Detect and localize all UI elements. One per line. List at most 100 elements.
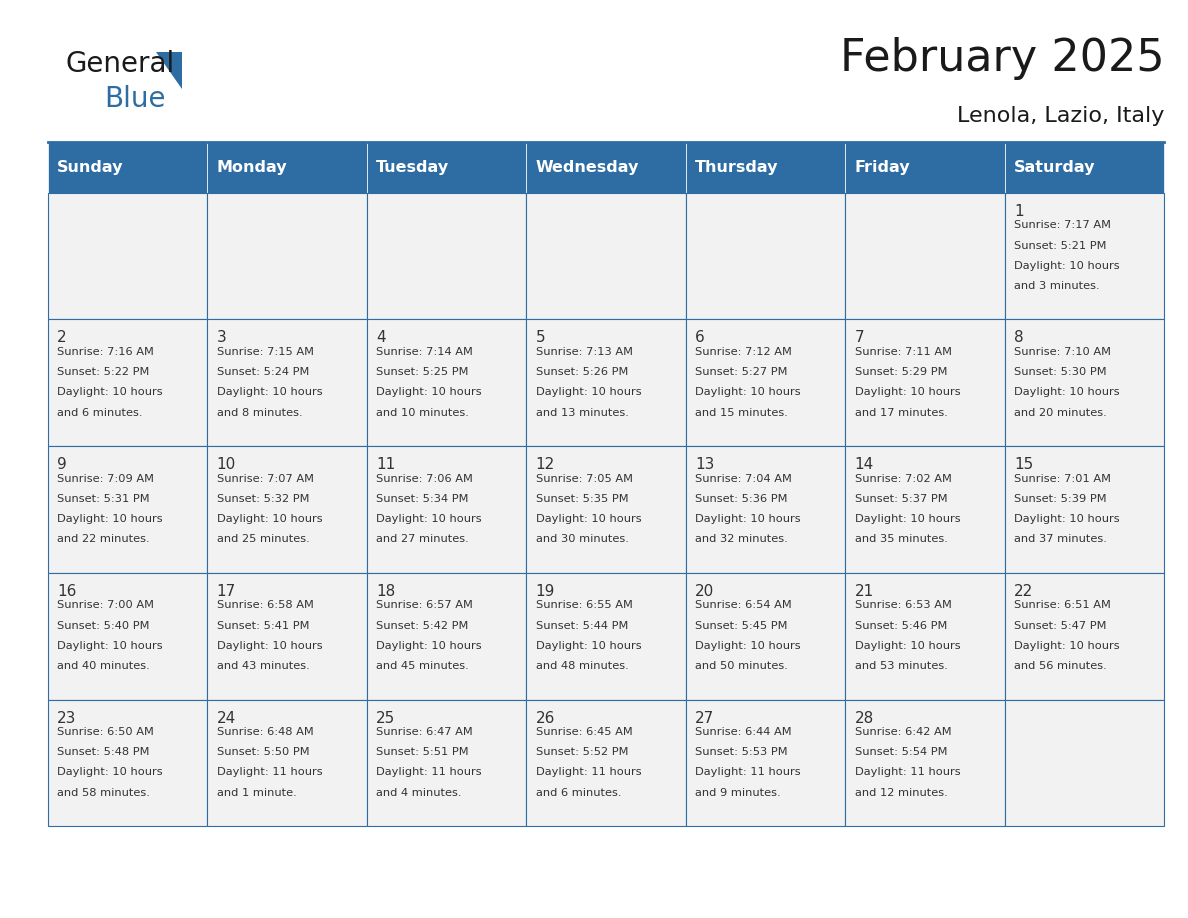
Text: and 27 minutes.: and 27 minutes. xyxy=(377,534,469,544)
Bar xyxy=(207,142,367,193)
Bar xyxy=(367,142,526,193)
Text: Sunset: 5:31 PM: Sunset: 5:31 PM xyxy=(57,494,150,504)
Text: 20: 20 xyxy=(695,584,714,599)
Text: Daylight: 11 hours: Daylight: 11 hours xyxy=(536,767,642,778)
Bar xyxy=(845,193,1005,319)
Text: Sunset: 5:54 PM: Sunset: 5:54 PM xyxy=(854,747,947,757)
Text: Sunrise: 7:10 AM: Sunrise: 7:10 AM xyxy=(1015,347,1111,357)
Text: Daylight: 10 hours: Daylight: 10 hours xyxy=(854,514,960,524)
Text: Daylight: 10 hours: Daylight: 10 hours xyxy=(216,387,322,397)
Text: Sunrise: 7:13 AM: Sunrise: 7:13 AM xyxy=(536,347,633,357)
Text: Sunset: 5:48 PM: Sunset: 5:48 PM xyxy=(57,747,150,757)
Text: 24: 24 xyxy=(216,711,235,725)
Bar xyxy=(207,573,367,700)
Text: Sunrise: 6:54 AM: Sunrise: 6:54 AM xyxy=(695,600,792,610)
Text: Blue: Blue xyxy=(105,85,166,114)
Text: Sunrise: 6:53 AM: Sunrise: 6:53 AM xyxy=(854,600,952,610)
Text: and 1 minute.: and 1 minute. xyxy=(216,788,296,798)
Text: Thursday: Thursday xyxy=(695,160,778,175)
Text: Daylight: 10 hours: Daylight: 10 hours xyxy=(57,387,163,397)
Text: Sunset: 5:44 PM: Sunset: 5:44 PM xyxy=(536,621,628,631)
Text: and 6 minutes.: and 6 minutes. xyxy=(57,408,143,418)
Bar xyxy=(367,319,526,446)
Bar xyxy=(1005,446,1164,573)
Text: 6: 6 xyxy=(695,330,704,345)
Text: Sunset: 5:32 PM: Sunset: 5:32 PM xyxy=(216,494,309,504)
Text: and 3 minutes.: and 3 minutes. xyxy=(1015,281,1100,291)
Text: Sunset: 5:34 PM: Sunset: 5:34 PM xyxy=(377,494,468,504)
Text: Sunrise: 7:01 AM: Sunrise: 7:01 AM xyxy=(1015,474,1111,484)
Text: Daylight: 10 hours: Daylight: 10 hours xyxy=(854,387,960,397)
Text: 27: 27 xyxy=(695,711,714,725)
Bar xyxy=(1005,142,1164,193)
Text: February 2025: February 2025 xyxy=(840,37,1164,80)
Text: Daylight: 10 hours: Daylight: 10 hours xyxy=(216,514,322,524)
Text: Sunrise: 6:45 AM: Sunrise: 6:45 AM xyxy=(536,727,632,737)
Text: and 53 minutes.: and 53 minutes. xyxy=(854,661,948,671)
Text: Monday: Monday xyxy=(216,160,287,175)
Text: Sunrise: 7:11 AM: Sunrise: 7:11 AM xyxy=(854,347,952,357)
Text: Sunset: 5:46 PM: Sunset: 5:46 PM xyxy=(854,621,947,631)
Text: Tuesday: Tuesday xyxy=(377,160,449,175)
Bar xyxy=(526,193,685,319)
Bar xyxy=(685,446,845,573)
Text: 26: 26 xyxy=(536,711,555,725)
Text: 23: 23 xyxy=(57,711,76,725)
Text: Sunset: 5:51 PM: Sunset: 5:51 PM xyxy=(377,747,469,757)
Bar xyxy=(845,700,1005,826)
Text: Daylight: 10 hours: Daylight: 10 hours xyxy=(854,641,960,651)
Text: 3: 3 xyxy=(216,330,226,345)
Text: Daylight: 10 hours: Daylight: 10 hours xyxy=(57,514,163,524)
Text: 9: 9 xyxy=(57,457,67,472)
Text: and 40 minutes.: and 40 minutes. xyxy=(57,661,150,671)
Bar xyxy=(367,446,526,573)
Text: 15: 15 xyxy=(1015,457,1034,472)
Text: and 13 minutes.: and 13 minutes. xyxy=(536,408,628,418)
Text: and 43 minutes.: and 43 minutes. xyxy=(216,661,309,671)
Text: Sunrise: 6:50 AM: Sunrise: 6:50 AM xyxy=(57,727,154,737)
Text: Sunset: 5:45 PM: Sunset: 5:45 PM xyxy=(695,621,788,631)
Text: 2: 2 xyxy=(57,330,67,345)
Text: 7: 7 xyxy=(854,330,865,345)
Text: and 22 minutes.: and 22 minutes. xyxy=(57,534,150,544)
Text: Daylight: 10 hours: Daylight: 10 hours xyxy=(377,514,481,524)
Bar xyxy=(685,142,845,193)
Text: Daylight: 10 hours: Daylight: 10 hours xyxy=(1015,641,1120,651)
Text: and 8 minutes.: and 8 minutes. xyxy=(216,408,302,418)
Text: 18: 18 xyxy=(377,584,396,599)
Bar xyxy=(685,700,845,826)
Text: Sunset: 5:50 PM: Sunset: 5:50 PM xyxy=(216,747,309,757)
Text: Sunset: 5:25 PM: Sunset: 5:25 PM xyxy=(377,367,468,377)
Text: Daylight: 10 hours: Daylight: 10 hours xyxy=(695,641,801,651)
Text: Sunrise: 7:05 AM: Sunrise: 7:05 AM xyxy=(536,474,633,484)
Bar xyxy=(48,573,207,700)
Text: and 4 minutes.: and 4 minutes. xyxy=(377,788,462,798)
Text: 28: 28 xyxy=(854,711,874,725)
Text: Sunset: 5:24 PM: Sunset: 5:24 PM xyxy=(216,367,309,377)
Text: Sunrise: 6:47 AM: Sunrise: 6:47 AM xyxy=(377,727,473,737)
Text: Daylight: 10 hours: Daylight: 10 hours xyxy=(57,641,163,651)
Bar xyxy=(207,446,367,573)
Text: and 58 minutes.: and 58 minutes. xyxy=(57,788,150,798)
Text: and 56 minutes.: and 56 minutes. xyxy=(1015,661,1107,671)
Text: Sunset: 5:29 PM: Sunset: 5:29 PM xyxy=(854,367,947,377)
Bar xyxy=(526,142,685,193)
Text: Sunrise: 7:16 AM: Sunrise: 7:16 AM xyxy=(57,347,154,357)
Bar xyxy=(526,319,685,446)
Text: Sunrise: 7:12 AM: Sunrise: 7:12 AM xyxy=(695,347,792,357)
Text: Daylight: 10 hours: Daylight: 10 hours xyxy=(377,641,481,651)
Text: Sunrise: 7:02 AM: Sunrise: 7:02 AM xyxy=(854,474,952,484)
Bar xyxy=(207,319,367,446)
Text: Sunset: 5:52 PM: Sunset: 5:52 PM xyxy=(536,747,628,757)
Text: 25: 25 xyxy=(377,711,396,725)
Text: 1: 1 xyxy=(1015,204,1024,218)
Text: and 32 minutes.: and 32 minutes. xyxy=(695,534,788,544)
Text: Sunset: 5:53 PM: Sunset: 5:53 PM xyxy=(695,747,788,757)
Text: Wednesday: Wednesday xyxy=(536,160,639,175)
Text: Sunset: 5:27 PM: Sunset: 5:27 PM xyxy=(695,367,788,377)
Text: 13: 13 xyxy=(695,457,714,472)
Text: and 45 minutes.: and 45 minutes. xyxy=(377,661,469,671)
Text: 17: 17 xyxy=(216,584,235,599)
Text: Daylight: 10 hours: Daylight: 10 hours xyxy=(57,767,163,778)
Bar xyxy=(48,700,207,826)
